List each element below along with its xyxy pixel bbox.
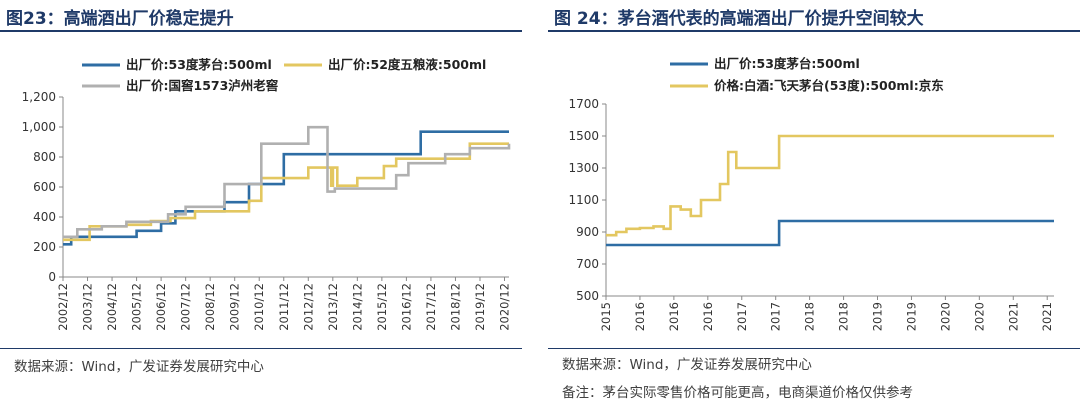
left-y-tick-label: 800 xyxy=(33,150,56,164)
right-x-tick-label: 2021 xyxy=(1006,302,1020,331)
right-y-tick-label: 1100 xyxy=(568,193,599,207)
left-x-tick-label: 2019/12 xyxy=(473,283,487,331)
right-y-tick-label: 1500 xyxy=(568,129,599,143)
right-x-tick-label: 2021 xyxy=(1040,302,1054,331)
left-x-tick-label: 2015/12 xyxy=(375,283,389,331)
left-y-tick-label: 1,200 xyxy=(22,90,56,104)
left-x-tick-label: 2007/12 xyxy=(179,283,193,331)
right-series-1-line xyxy=(606,219,1054,247)
left-x-tick-label: 2016/12 xyxy=(399,283,413,331)
left-x-tick-label: 2005/12 xyxy=(130,283,144,331)
right-figure-title: 图 24：茅台酒代表的高端酒出厂价提升空间较大 xyxy=(554,9,924,29)
right-legend-label-1: 出厂价:53度茅台:500ml xyxy=(714,56,860,71)
right-y-tick-label: 500 xyxy=(576,289,599,303)
left-x-tick-label: 2017/12 xyxy=(424,283,438,331)
left-x-tick-label: 2011/12 xyxy=(277,283,291,331)
left-bottom-rule xyxy=(0,348,522,349)
left-legend-label-1: 出厂价:53度茅台:500ml xyxy=(126,57,272,72)
right-figure: 图 24：茅台酒代表的高端酒出厂价提升空间较大 500 700 900 1100 130… xyxy=(548,0,1080,407)
right-x-tick-label: 2016 xyxy=(667,302,681,331)
right-chart: 500 700 900 1100 1300 1500 1700 2015 2016 2016 201… xyxy=(568,56,1054,331)
right-x-tick-label: 2019 xyxy=(904,302,918,331)
left-x-tick-label: 2008/12 xyxy=(203,283,217,331)
right-y-tick-label: 1700 xyxy=(568,97,599,111)
left-x-tick-label: 2013/12 xyxy=(326,283,340,331)
right-y-tick-label: 1300 xyxy=(568,161,599,175)
right-x-tick-label: 2017 xyxy=(735,302,749,331)
left-x-tick-label: 2012/12 xyxy=(301,283,315,331)
right-x-tick-label: 2018 xyxy=(837,302,851,331)
left-y-tick-label: 400 xyxy=(33,210,56,224)
right-note: 备注：茅台实际零售价格可能更高，电商渠道价格仅供参考 xyxy=(562,385,913,401)
left-x-tick-label: 2006/12 xyxy=(154,283,168,331)
right-x-tick-label: 2016 xyxy=(701,302,715,331)
left-x-tick-label: 2004/12 xyxy=(105,283,119,331)
right-legend-label-2: 价格:白酒:飞天茅台(53度):500ml:京东 xyxy=(714,78,944,93)
right-y-tick-label: 700 xyxy=(576,257,599,271)
left-y-tick-label: 600 xyxy=(33,180,56,194)
left-legend-label-2: 出厂价:52度五粮液:500ml xyxy=(328,57,486,72)
left-source: 数据来源：Wind，广发证券发展研究中心 xyxy=(14,359,264,375)
left-x-tick-label: 2002/12 xyxy=(56,283,70,331)
left-chart: 0 200 400 600 800 1,000 1,200 2002/12 2003/12 200… xyxy=(22,57,512,331)
left-x-tick-label: 2009/12 xyxy=(228,283,242,331)
right-x-tick-label: 2016 xyxy=(633,302,647,331)
left-figure-title: 图23：高端酒出厂价稳定提升 xyxy=(6,9,234,29)
left-x-tick-label: 2018/12 xyxy=(448,283,462,331)
right-x-tick-label: 2015 xyxy=(599,302,613,331)
left-x-tick-label: 2020/12 xyxy=(498,283,512,331)
left-series-3-line xyxy=(63,125,511,239)
left-series-2-line xyxy=(63,142,509,242)
right-title-rule xyxy=(548,30,1080,32)
right-y-tick-label: 900 xyxy=(576,225,599,239)
right-x-tick-label: 2019 xyxy=(871,302,885,331)
left-y-tick-label: 0 xyxy=(48,270,56,284)
right-series-2-line xyxy=(606,134,1054,237)
left-legend-label-3: 出厂价:国窖1573泸州老窖 xyxy=(126,78,278,93)
right-x-tick-label: 2017 xyxy=(769,302,783,331)
right-x-tick-label: 2020 xyxy=(972,302,986,331)
left-figure: 图23：高端酒出厂价稳定提升 0 200 400 600 800 1,000 1,200 20… xyxy=(0,0,522,407)
right-bottom-rule xyxy=(548,348,1080,349)
left-y-tick-label: 200 xyxy=(33,240,56,254)
left-y-tick-label: 1,000 xyxy=(22,120,56,134)
left-title-rule xyxy=(0,30,522,32)
left-series-1-line xyxy=(63,130,509,246)
right-x-tick-label: 2018 xyxy=(803,302,817,331)
left-x-tick-label: 2003/12 xyxy=(81,283,95,331)
left-x-tick-label: 2010/12 xyxy=(252,283,266,331)
right-x-tick-label: 2020 xyxy=(938,302,952,331)
right-source: 数据来源：Wind，广发证券发展研究中心 xyxy=(562,357,812,373)
left-x-tick-label: 2014/12 xyxy=(350,283,364,331)
